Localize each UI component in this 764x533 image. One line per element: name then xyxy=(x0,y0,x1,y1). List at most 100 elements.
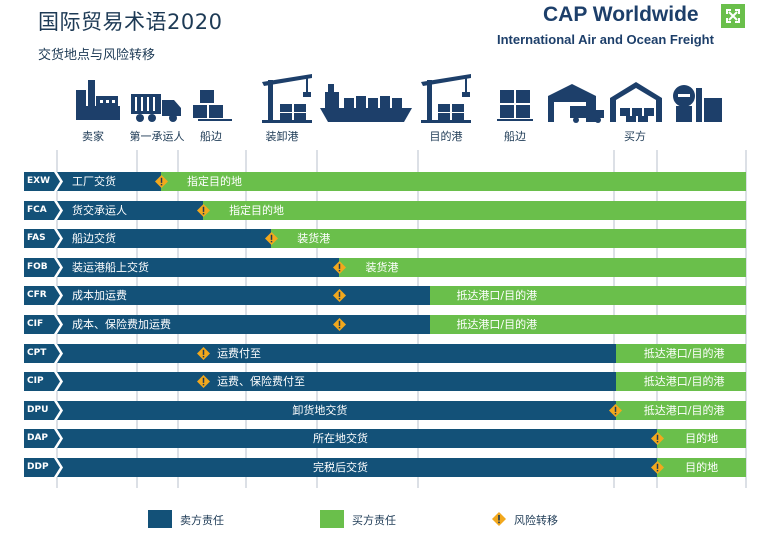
buyer-segment xyxy=(657,429,746,449)
incoterm-row-cpt: CPT 运费付至 抵达港口/目的港 xyxy=(24,343,746,363)
seller-segment xyxy=(24,372,616,392)
location-label: 第一承运人 xyxy=(129,130,185,143)
risk-transfer-icon xyxy=(609,403,623,417)
incoterm-code: EXW xyxy=(24,172,56,191)
port-crane-icon xyxy=(421,74,471,123)
incoterm-code: FOB xyxy=(24,257,56,277)
incoterm-code: FAS xyxy=(24,229,56,249)
incoterm-code: DAP xyxy=(24,429,56,449)
buyer-text: 抵达港口/目的港 xyxy=(643,375,725,389)
incoterm-code: CPT xyxy=(24,343,56,363)
factory-icon xyxy=(76,80,120,120)
buyer-text: 抵达港口/目的港 xyxy=(643,403,725,417)
chevron-right-icon xyxy=(54,315,63,334)
plant-icon xyxy=(673,85,722,122)
location-label: 装卸港 xyxy=(265,130,299,143)
location-label: 买方 xyxy=(624,130,646,143)
incoterm-row-dpu: DPU 卸货地交货 抵达港口/目的港 xyxy=(24,400,746,420)
incoterm-code: DPU xyxy=(24,400,56,420)
incoterm-code: FCA xyxy=(24,200,56,220)
brand-tagline: International Air and Ocean Freight xyxy=(497,32,714,47)
buyer-segment xyxy=(339,257,746,277)
incoterm-row-cip: CIP 运费、保险费付至 抵达港口/目的港 xyxy=(24,372,746,392)
legend-risk-icon xyxy=(492,512,506,526)
location-label: 卖家 xyxy=(82,130,104,143)
buyer-segment xyxy=(615,343,746,363)
risk-transfer-icon xyxy=(332,289,346,303)
buyer-segment xyxy=(430,286,746,306)
warehouse-truck-icon xyxy=(548,84,604,123)
seller-text: 所在地交货 xyxy=(313,432,369,446)
cargo-crates-icon xyxy=(193,90,232,121)
seller-segment xyxy=(24,200,204,220)
seller-text: 完税后交货 xyxy=(313,461,369,474)
location-label: 船边 xyxy=(504,130,526,143)
seller-text: 成本加运费 xyxy=(72,289,127,303)
legend-risk-label: 风险转移 xyxy=(514,514,558,527)
brand-name: CAP Worldwide xyxy=(543,3,699,26)
incoterm-row-exw: EXW 工厂交货 指定目的地 xyxy=(24,172,746,191)
legend-buyer-label: 买方责任 xyxy=(352,514,396,527)
risk-transfer-icon xyxy=(196,375,210,389)
incoterm-row-dap: DAP 所在地交货 目的地 xyxy=(24,429,746,449)
port-crane-icon xyxy=(262,74,312,123)
chevron-right-icon xyxy=(54,458,63,477)
buyer-text: 装货港 xyxy=(365,260,399,274)
incoterm-row-cfr: CFR 成本加运费 抵达港口/目的港 xyxy=(24,286,746,306)
risk-transfer-icon xyxy=(196,346,210,360)
risk-transfer-icon xyxy=(650,432,664,446)
container-ship-icon xyxy=(320,84,412,122)
incoterm-code: CIP xyxy=(24,372,56,392)
risk-transfer-icon xyxy=(264,232,278,246)
seller-segment xyxy=(24,257,340,277)
seller-text: 卸货地交货 xyxy=(292,403,348,417)
incoterm-row-cif: CIF 成本、保险费加运费 抵达港口/目的港 xyxy=(24,315,746,334)
incoterm-code: CFR xyxy=(24,286,56,306)
seller-segment xyxy=(24,343,616,363)
risk-transfer-icon xyxy=(650,461,664,474)
seller-segment xyxy=(24,458,658,477)
incoterm-row-fob: FOB 装运港船上交货 装货港 xyxy=(24,257,746,277)
cargo-crates-icon xyxy=(497,90,533,121)
seller-segment xyxy=(24,286,431,306)
chevron-right-icon xyxy=(54,200,63,220)
buyer-text: 指定目的地 xyxy=(187,175,243,188)
buyer-text: 指定目的地 xyxy=(229,203,285,217)
incoterm-code: CIF xyxy=(24,315,56,334)
incoterm-row-ddp: DDP 完税后交货 目的地 xyxy=(24,458,746,477)
page-title: 国际贸易术语2020 xyxy=(38,10,223,34)
seller-segment xyxy=(24,400,616,420)
warehouse-icon xyxy=(610,82,662,122)
chevron-right-icon xyxy=(54,257,63,277)
chevron-right-icon xyxy=(54,172,63,191)
legend-buyer-swatch xyxy=(320,510,344,528)
legend-seller-label: 卖方责任 xyxy=(180,514,224,527)
seller-text: 货交承运人 xyxy=(72,203,127,217)
buyer-segment xyxy=(430,315,746,334)
incoterm-row-fca: FCA 货交承运人 指定目的地 xyxy=(24,200,746,220)
buyer-text: 抵达港口/目的港 xyxy=(456,289,538,303)
buyer-segment xyxy=(203,200,746,220)
chevron-right-icon xyxy=(54,400,63,420)
chevron-right-icon xyxy=(54,429,63,449)
buyer-segment xyxy=(657,458,746,477)
buyer-text: 抵达港口/目的港 xyxy=(456,318,538,331)
page-subtitle: 交货地点与风险转移 xyxy=(38,48,156,63)
buyer-segment xyxy=(271,229,746,249)
brand-logo-icon xyxy=(721,4,745,28)
seller-text: 运费、保险费付至 xyxy=(217,375,306,389)
buyer-segment xyxy=(161,172,746,191)
legend-seller-swatch xyxy=(148,510,172,528)
buyer-segment xyxy=(615,372,746,392)
seller-segment xyxy=(24,315,431,334)
buyer-text: 装货港 xyxy=(297,232,331,246)
buyer-text: 目的地 xyxy=(685,432,719,446)
seller-segment xyxy=(24,429,658,449)
buyer-segment xyxy=(615,400,746,420)
seller-text: 成本、保险费加运费 xyxy=(72,318,171,331)
location-label: 船边 xyxy=(200,130,222,143)
seller-text: 运费付至 xyxy=(217,346,262,360)
seller-text: 船边交货 xyxy=(72,232,116,246)
seller-segment xyxy=(24,229,272,249)
chevron-right-icon xyxy=(54,229,63,249)
